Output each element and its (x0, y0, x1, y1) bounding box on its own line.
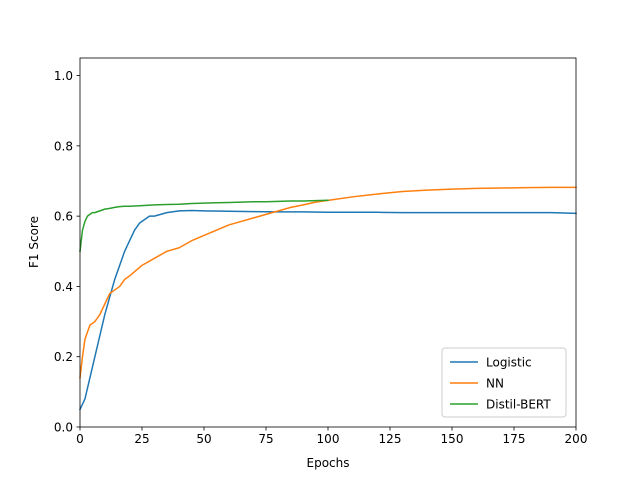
x-tick-label: 100 (317, 432, 340, 446)
y-tick-label: 0.8 (54, 139, 73, 153)
legend-label-1: NN (486, 377, 504, 391)
x-tick-label: 75 (258, 432, 273, 446)
axes: 0 25 50 75 100 125 150 175 200 0.0 0.2 0.4 0.6 0.8 1.0 (54, 57, 588, 446)
legend-label-0: Logistic (486, 356, 532, 370)
legend-label-2: Distil-BERT (486, 398, 551, 412)
y-tick-label: 0.2 (54, 350, 73, 364)
x-tick-label: 200 (565, 432, 588, 446)
y-tick-label: 1.0 (54, 69, 73, 83)
y-axis-label: F1 Score (27, 216, 41, 268)
series-line-2 (79, 199, 329, 253)
series-line-1 (79, 186, 577, 379)
x-axis-label: Epochs (307, 456, 350, 470)
x-tick-label: 175 (503, 432, 526, 446)
x-tick-label: 150 (441, 432, 464, 446)
y-tick-label: 0.0 (54, 421, 73, 435)
x-tick-label: 125 (379, 432, 402, 446)
x-tick-label: 25 (134, 432, 149, 446)
y-tick-label: 0.4 (54, 280, 73, 294)
plot-area (79, 186, 577, 411)
x-tick-label: 50 (196, 432, 211, 446)
legend-box (441, 347, 567, 418)
series-line-0 (79, 209, 577, 411)
y-tick-label: 0.6 (54, 210, 73, 224)
legend: Logistic NN Distil-BERT (441, 347, 567, 418)
x-tick-label: 0 (76, 432, 84, 446)
